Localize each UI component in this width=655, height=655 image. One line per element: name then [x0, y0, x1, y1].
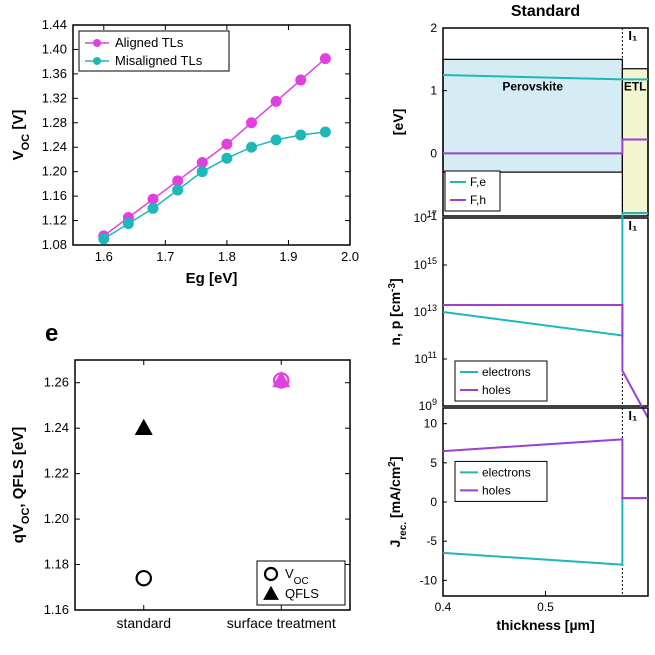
svg-text:1: 1	[430, 84, 437, 98]
svg-text:holes: holes	[482, 483, 511, 497]
svg-text:1.16: 1.16	[44, 602, 69, 617]
svg-text:thickness [µm]: thickness [µm]	[496, 617, 594, 633]
svg-text:1.08: 1.08	[42, 237, 67, 252]
svg-text:F,e: F,e	[470, 175, 486, 189]
svg-text:Jrec. [mA/cm2]: Jrec. [mA/cm2]	[387, 456, 409, 547]
svg-text:VOC [V]: VOC [V]	[10, 110, 32, 161]
svg-text:1.20: 1.20	[42, 164, 67, 179]
voc-eg-svg: 1.6 1.7 1.8 1.9 2.0 1.08 1.12 1.16 1.20 1.24 1.28 1…	[5, 10, 365, 290]
svg-text:Standard: Standard	[511, 3, 580, 20]
svg-text:1.16: 1.16	[42, 188, 67, 203]
svg-text:I₁: I₁	[628, 218, 637, 233]
svg-text:Eg [eV]: Eg [eV]	[186, 270, 238, 287]
svg-text:1.20: 1.20	[44, 511, 69, 526]
svg-text:[eV]: [eV]	[390, 109, 406, 135]
svg-text:1.24: 1.24	[44, 420, 69, 435]
svg-text:109: 109	[419, 397, 437, 413]
svg-text:-5: -5	[426, 534, 437, 548]
panel-letter-e: e	[45, 320, 58, 348]
svg-text:-10: -10	[420, 573, 438, 587]
svg-text:0: 0	[430, 146, 437, 160]
standard-stack-svg: Standard -10 1 2 [eV] I₁ Perovskite ETL F,e F,h 10…	[385, 0, 650, 650]
panel-e: e 1.16 1.18 1.20 1.22 1.24 1.26 standard surfac…	[5, 320, 365, 640]
svg-text:1.9: 1.9	[279, 249, 297, 264]
voc-eg-chart: 1.6 1.7 1.8 1.9 2.0 1.08 1.12 1.16 1.20 1.24 1.28 1…	[5, 10, 365, 290]
svg-text:0.5: 0.5	[537, 600, 554, 614]
svg-text:5: 5	[430, 456, 437, 470]
standard-stack: Standard -10 1 2 [eV] I₁ Perovskite ETL F,e F,h 10…	[385, 0, 650, 650]
svg-text:1013: 1013	[414, 303, 437, 319]
svg-text:Aligned TLs: Aligned TLs	[115, 35, 184, 50]
svg-text:ETL: ETL	[624, 80, 647, 94]
svg-text:1.22: 1.22	[44, 466, 69, 481]
svg-text:F,h: F,h	[470, 193, 486, 207]
svg-text:n, p [cm-3]: n, p [cm-3]	[387, 278, 404, 345]
svg-text:10: 10	[424, 417, 438, 431]
svg-text:Perovskite: Perovskite	[502, 80, 563, 94]
svg-text:qVOC, QFLS [eV]: qVOC, QFLS [eV]	[10, 427, 32, 544]
svg-text:1.18: 1.18	[44, 557, 69, 572]
svg-text:0.4: 0.4	[435, 600, 452, 614]
svg-text:1.28: 1.28	[42, 115, 67, 130]
svg-text:I₁: I₁	[628, 408, 637, 423]
svg-text:electrons: electrons	[482, 465, 531, 479]
svg-text:1.7: 1.7	[156, 249, 174, 264]
svg-text:1.32: 1.32	[42, 90, 67, 105]
svg-text:1011: 1011	[414, 350, 437, 366]
svg-text:1.24: 1.24	[42, 139, 67, 154]
svg-text:1015: 1015	[414, 256, 437, 272]
svg-text:surface treatment: surface treatment	[227, 615, 336, 631]
svg-text:I₁: I₁	[628, 28, 637, 43]
svg-text:1.40: 1.40	[42, 41, 67, 56]
svg-text:1.36: 1.36	[42, 66, 67, 81]
svg-text:2: 2	[430, 21, 437, 35]
svg-text:electrons: electrons	[482, 365, 531, 379]
svg-text:1.12: 1.12	[42, 213, 67, 228]
svg-text:2.0: 2.0	[341, 249, 359, 264]
svg-text:standard: standard	[117, 615, 171, 631]
svg-text:1.8: 1.8	[218, 249, 236, 264]
panel-e-svg: 1.16 1.18 1.20 1.22 1.24 1.26 standard surface …	[5, 345, 365, 645]
svg-text:holes: holes	[482, 383, 511, 397]
svg-text:Misaligned TLs: Misaligned TLs	[115, 53, 203, 68]
svg-text:QFLS: QFLS	[285, 586, 319, 601]
svg-text:0: 0	[430, 495, 437, 509]
svg-text:1.6: 1.6	[95, 249, 113, 264]
svg-text:1.44: 1.44	[42, 17, 67, 32]
svg-text:1.26: 1.26	[44, 375, 69, 390]
